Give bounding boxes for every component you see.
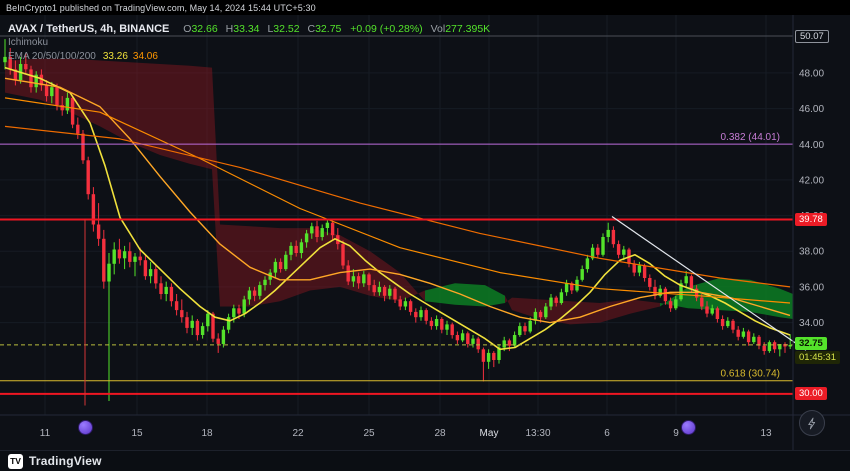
footer-bar: TV TradingView — [0, 450, 850, 471]
svg-text:11: 11 — [40, 428, 51, 439]
price-label-support: 30.00 — [795, 386, 827, 400]
trend-line[interactable] — [611, 216, 807, 351]
event-marker-icon[interactable] — [681, 420, 696, 435]
tradingview-logo-icon[interactable]: TV — [8, 453, 23, 469]
svg-text:22: 22 — [292, 428, 304, 439]
candles-layer — [3, 39, 792, 401]
svg-text:38.00: 38.00 — [799, 247, 824, 258]
tradingview-wordmark[interactable]: TradingView — [29, 454, 102, 468]
price-chart-canvas[interactable]: 0.382 (44.01) 0.618 (30.74) 48.00 46.00 44.0… — [0, 15, 850, 450]
svg-text:48.00: 48.00 — [799, 68, 824, 79]
event-marker-icon[interactable] — [78, 420, 93, 435]
lightning-icon — [807, 417, 815, 429]
ichimoku-cloud — [5, 58, 793, 325]
level-lines[interactable]: 0.382 (44.01) 0.618 (30.74) — [0, 35, 793, 395]
svg-text:0.382 (44.01): 0.382 (44.01) — [721, 132, 781, 143]
svg-text:42.00: 42.00 — [799, 175, 824, 186]
svg-text:18: 18 — [201, 428, 213, 439]
svg-text:9: 9 — [673, 428, 679, 439]
svg-text:36.00: 36.00 — [799, 282, 824, 293]
svg-text:6: 6 — [604, 428, 610, 439]
current-price-badge: 32.75 — [795, 337, 827, 351]
svg-text:15: 15 — [131, 428, 143, 439]
price-label-resistance: 39.78 — [795, 212, 827, 226]
countdown-badge: 01:45:31 — [795, 351, 840, 365]
svg-text:46.00: 46.00 — [799, 104, 824, 115]
attribution-text: BeInCrypto1 published on TradingView.com… — [6, 2, 316, 13]
svg-text:13: 13 — [760, 428, 772, 439]
boost-button[interactable] — [799, 410, 825, 436]
svg-text:13:30: 13:30 — [525, 428, 550, 439]
time-axis-labels[interactable]: 11 15 18 22 25 28 May 13:30 6 9 13 — [40, 428, 772, 439]
svg-text:44.00: 44.00 — [799, 140, 824, 151]
attribution-bar: BeInCrypto1 published on TradingView.com… — [0, 0, 850, 15]
axis-separators — [0, 15, 850, 450]
svg-text:28: 28 — [434, 428, 446, 439]
price-label-high: 50.07 — [795, 30, 829, 43]
svg-text:May: May — [480, 428, 499, 439]
chart-area[interactable]: 0.382 (44.01) 0.618 (30.74) 48.00 46.00 44.0… — [0, 15, 850, 450]
grid — [0, 15, 793, 415]
svg-text:34.00: 34.00 — [799, 318, 824, 329]
svg-text:25: 25 — [363, 428, 375, 439]
svg-text:0.618 (30.74): 0.618 (30.74) — [721, 369, 781, 380]
